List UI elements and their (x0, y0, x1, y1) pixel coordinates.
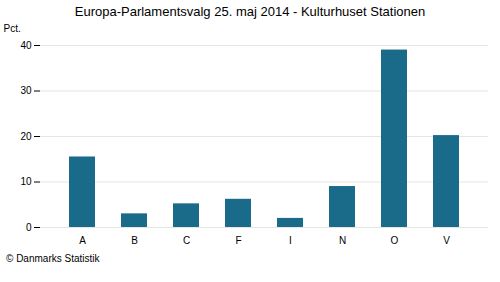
svg-text:V: V (443, 235, 450, 246)
svg-text:Pct.: Pct. (4, 23, 21, 34)
svg-text:C: C (183, 235, 190, 246)
svg-text:40: 40 (20, 40, 32, 51)
svg-text:A: A (79, 235, 86, 246)
svg-text:30: 30 (20, 85, 32, 96)
svg-text:B: B (131, 235, 138, 246)
svg-text:I: I (289, 235, 292, 246)
svg-text:N: N (339, 235, 346, 246)
svg-text:0: 0 (26, 222, 32, 233)
svg-text:O: O (391, 235, 399, 246)
svg-text:10: 10 (20, 176, 32, 187)
svg-text:20: 20 (20, 131, 32, 142)
html-text:© Danmarks Statistik: © Danmarks Statistik (6, 253, 100, 264)
html-text:Europa-Parlamentsvalg 25. maj: Europa-Parlamentsvalg 25. maj 2014 - Kul… (74, 4, 426, 19)
svg-text:F: F (235, 235, 241, 246)
